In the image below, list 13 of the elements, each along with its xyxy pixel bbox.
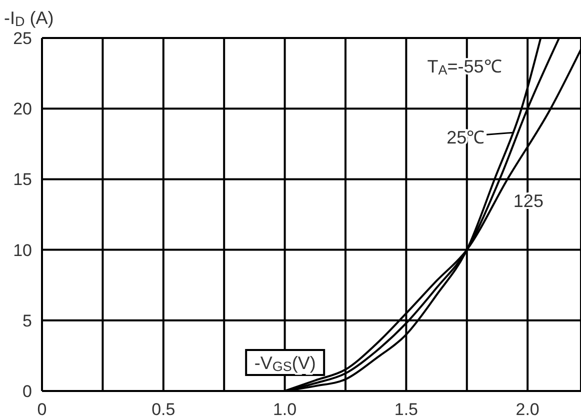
x-tick-label: 1.0 (272, 400, 297, 416)
y-tick-label: 25 (13, 29, 32, 48)
y-tick-label: 15 (13, 170, 32, 190)
x-tick-label: 0 (37, 400, 47, 416)
y-axis-title: -I$_{D}$ (A) (4, 8, 54, 30)
x-tick-label: 2.0 (516, 400, 540, 416)
y-tick-label: 20 (13, 100, 32, 119)
y-tick-label: 10 (13, 240, 32, 260)
y-tick-label: 5 (22, 311, 32, 330)
x-tick-label: 1.5 (394, 400, 418, 416)
x-axis-title: -V$_{GS}$(V) (254, 353, 316, 374)
y-tick-label: 0 (22, 382, 32, 401)
x-tick-label: 0.5 (152, 400, 176, 416)
